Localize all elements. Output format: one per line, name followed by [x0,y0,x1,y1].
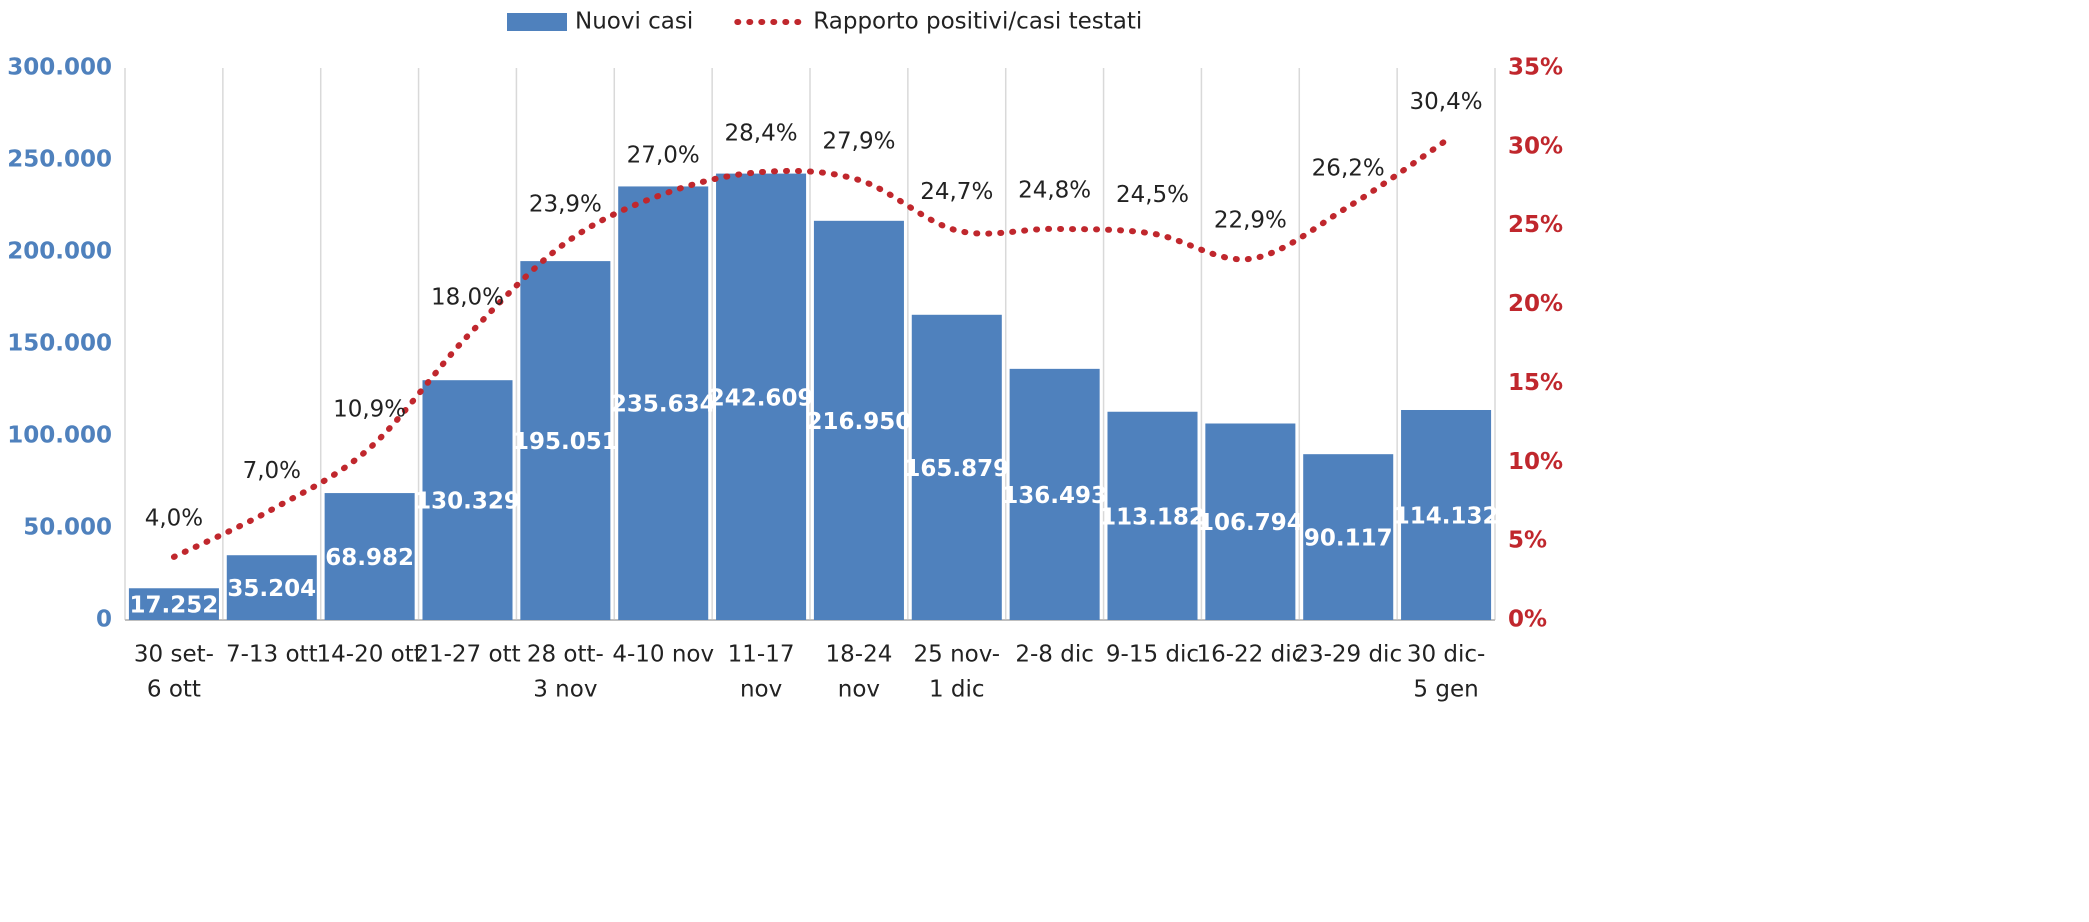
bar-value-label: 136.493 [1002,483,1107,509]
x-tick-label: 7-13 ott [226,642,318,668]
x-tick-label: 2-8 dic [1015,642,1094,668]
line [170,137,1450,560]
bar [422,380,513,620]
bar-value-label: 130.329 [415,489,520,515]
line-value-label: 18,0% [431,285,504,311]
bar-value-label: 68.982 [325,545,414,571]
bar-value-label: 242.609 [709,385,814,411]
x-tick-label: 11-17 [728,642,795,668]
line-value-label: 22,9% [1214,207,1287,233]
x-tick-label: 25 nov- [914,642,1001,668]
y2-tick-label: 35% [1508,55,1563,81]
line-value-label: 10,9% [333,397,406,423]
y2-tick-label: 20% [1508,291,1563,317]
x-tick-label: nov [838,677,880,703]
line-value-label: 7,0% [243,458,301,484]
bar-value-label: 195.051 [513,429,618,455]
bar [1009,368,1100,620]
x-tick-label: 14-20 ott [317,642,423,668]
bar [1205,423,1296,620]
x-tick-label: 9-15 dic [1106,642,1199,668]
y-tick-label: 0 [96,607,112,633]
y2-tick-label: 25% [1508,212,1563,238]
line-value-label: 23,9% [529,192,602,218]
bar [1401,409,1492,620]
bar [1303,454,1394,620]
x-tick-label: 5 gen [1413,677,1478,703]
y-tick-label: 200.000 [7,239,112,265]
bar-value-label: 106.794 [1198,510,1303,536]
x-tick-label: nov [740,677,782,703]
bar-value-label: 90.117 [1304,526,1393,552]
bar [226,555,317,620]
bar-value-label: 114.132 [1394,503,1499,529]
x-tick-label: 21-27 ott [414,642,520,668]
bar-value-label: 216.950 [807,409,912,435]
x-tick-label: 3 nov [533,677,597,703]
bar-value-label: 35.204 [227,576,316,602]
x-tick-label: 30 set- [134,642,214,668]
bar-value-label: 113.182 [1100,504,1205,530]
y-tick-label: 300.000 [7,55,112,81]
x-tick-label: 6 ott [147,677,201,703]
bar [911,314,1002,620]
y-tick-label: 250.000 [7,147,112,173]
line-value-label: 24,7% [920,179,993,205]
y2-tick-label: 0% [1508,607,1547,633]
bar [716,173,807,621]
line-value-label: 28,4% [725,121,798,147]
bar-value-label: 235.634 [611,392,716,418]
x-tick-label: 16-22 dic [1196,642,1304,668]
bar [813,220,904,620]
line-value-label: 26,2% [1312,155,1385,181]
legend-label: Rapporto positivi/casi testati [813,9,1142,35]
bar [324,493,415,620]
line-value-label: 27,0% [627,143,700,169]
x-tick-label: 18-24 [826,642,893,668]
y-tick-label: 100.000 [7,423,112,449]
y2-tick-label: 5% [1508,528,1547,554]
legend-swatch [507,13,567,31]
bar [520,261,611,620]
x-tick-label: 4-10 nov [612,642,714,668]
x-tick-label: 1 dic [929,677,985,703]
line-value-label: 24,8% [1018,177,1091,203]
bar-value-label: 17.252 [130,593,219,619]
bar [1107,411,1198,620]
x-tick-label: 30 dic- [1407,642,1486,668]
x-tick-label: 28 ott- [527,642,604,668]
bar [128,588,219,620]
y2-tick-label: 30% [1508,133,1563,159]
y2-tick-label: 15% [1508,370,1563,396]
line-value-label: 24,5% [1116,182,1189,208]
y-tick-label: 50.000 [23,515,112,541]
x-tick-label: 23-29 dic [1294,642,1402,668]
line-value-label: 27,9% [822,128,895,154]
line-value-label: 4,0% [145,505,203,531]
bar-value-label: 165.879 [904,456,1009,482]
legend-label: Nuovi casi [575,9,693,35]
y2-tick-label: 10% [1508,449,1563,475]
y-tick-label: 150.000 [7,331,112,357]
bar [618,186,709,620]
line-value-label: 30,4% [1410,89,1483,115]
